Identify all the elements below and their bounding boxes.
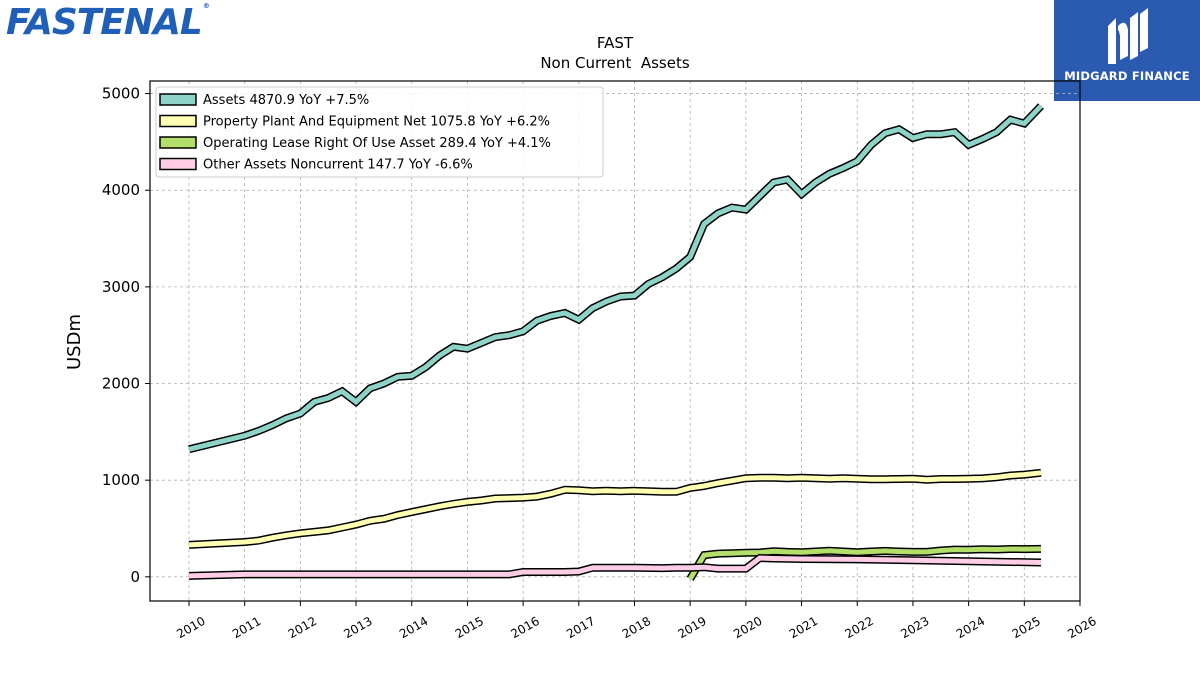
legend-swatch — [159, 114, 197, 128]
fastenal-logo-text: FASTENAL — [6, 2, 203, 43]
x-tick-label: 2019 — [675, 614, 708, 641]
chart-title: FAST — [597, 34, 634, 52]
y-tick-label: 5000 — [102, 85, 140, 103]
x-tick-label: 2017 — [564, 614, 597, 641]
midgard-finance-logo-icon — [1108, 8, 1148, 64]
x-tick-label: 2020 — [731, 614, 764, 641]
series-line — [188, 104, 1043, 452]
x-tick-label: 2013 — [341, 614, 374, 641]
x-tick-label: 2015 — [453, 614, 486, 641]
y-tick-label: 0 — [130, 568, 140, 586]
y-tick-label: 4000 — [102, 181, 140, 199]
x-tick-label: 2012 — [286, 614, 319, 641]
x-tick-label: 2021 — [787, 614, 820, 641]
legend-box — [155, 86, 604, 178]
legend-label: Other Assets Noncurrent 147.7 YoY -6.6% — [203, 158, 473, 173]
chart-subtitle: Non Current Assets — [540, 54, 690, 72]
plot-frame — [149, 80, 1081, 602]
x-tick-label: 2018 — [620, 614, 653, 641]
midgard-finance-badge: MIDGARD FINANCE — [1054, 0, 1200, 101]
legend-swatch — [159, 93, 197, 106]
x-tick-label: 2014 — [397, 614, 430, 641]
series-line — [688, 546, 1042, 581]
fastenal-logo: FASTENAL® — [6, 2, 210, 43]
legend-swatch — [159, 157, 197, 171]
x-tick-label: 2023 — [898, 614, 931, 641]
series-line — [188, 555, 1042, 579]
midgard-finance-name: MIDGARD FINANCE — [1064, 69, 1190, 83]
series-line — [188, 470, 1042, 548]
x-tick-label: 2010 — [174, 614, 207, 641]
registered-mark: ® — [202, 2, 210, 10]
x-tick-label: 2025 — [1010, 614, 1043, 641]
y-tick-label: 2000 — [102, 375, 140, 393]
legend-label: Property Plant And Equipment Net 1075.8 … — [203, 115, 550, 130]
x-tick-label: 2016 — [508, 614, 541, 641]
legend-label: Operating Lease Right Of Use Asset 289.4… — [203, 136, 551, 151]
y-axis-label: USDm — [64, 314, 85, 370]
x-tick-label: 2022 — [843, 614, 876, 641]
x-tick-label: 2024 — [954, 614, 987, 641]
legend-swatch — [159, 136, 197, 149]
y-tick-label: 1000 — [102, 471, 140, 489]
legend-label: Assets 4870.9 YoY +7.5% — [203, 93, 369, 108]
y-tick-label: 3000 — [102, 278, 140, 296]
x-tick-label: 2011 — [230, 614, 263, 641]
x-tick-label: 2026 — [1065, 614, 1098, 641]
